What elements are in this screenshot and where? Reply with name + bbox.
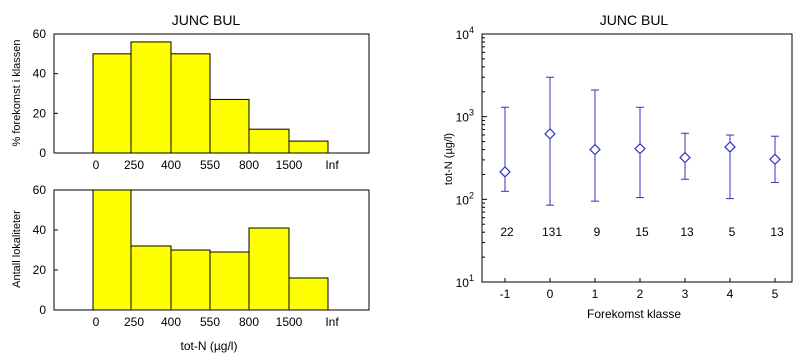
right-plot-y-label: tot-N (µg/l) (443, 133, 455, 185)
bar-400-550 (170, 53, 211, 154)
y-tick-label: 40 (33, 223, 47, 237)
bottom-histogram-axes-box (53, 189, 370, 311)
right-plot-title: JUNC BUL (600, 12, 669, 28)
errorbar-point-4 (724, 134, 736, 200)
diamond-marker (679, 151, 691, 164)
y-tick-label: 60 (33, 183, 47, 197)
bar-1500-Inf (288, 277, 329, 311)
right-plot-x-ticks: -1 0 1 2 3 4 5 (500, 278, 779, 301)
y-tick-label: 103 (456, 108, 474, 125)
bar-250-400 (130, 245, 172, 311)
x-tick-label: 2 (637, 287, 644, 301)
bottom-histogram-y-label: Antall lokaliteter (11, 210, 23, 288)
x-tick-label: 0 (93, 158, 100, 172)
x-tick-label: 3 (682, 287, 689, 301)
errorbar-point-3 (679, 132, 691, 180)
bar-1500-Inf (288, 140, 329, 154)
bar-0-250 (92, 53, 132, 154)
x-tick-label: 400 (161, 315, 181, 329)
y-tick-label: 60 (33, 27, 47, 41)
count-label: 131 (542, 225, 562, 239)
x-tick-label: 1 (592, 287, 599, 301)
y-tick-label: 20 (33, 106, 47, 120)
bar-800-1500 (248, 227, 290, 311)
bottom-histogram-x-label: tot-N (µg/l) (181, 339, 238, 353)
diamond-marker (544, 127, 556, 140)
x-tick-label: 250 (124, 158, 144, 172)
bar-250-400 (130, 41, 172, 154)
top-histogram-bars (92, 41, 329, 154)
errorbar-point-2 (634, 106, 646, 199)
x-tick-label: -1 (500, 287, 511, 301)
count-label: 13 (770, 225, 784, 239)
right-plot-points (499, 76, 781, 206)
top-histogram: JUNC BUL % forekomst i klassen 0 20 40 60 0… (11, 12, 370, 172)
errorbar-point--1 (499, 106, 511, 192)
top-histogram-y-ticks: 0 20 40 60 (33, 27, 58, 160)
y-tick-label: 101 (456, 273, 474, 290)
x-tick-label: 250 (124, 315, 144, 329)
top-histogram-title: JUNC BUL (172, 12, 241, 28)
right-errorbar-plot: JUNC BUL tot-N (µg/l) 101 102 103 104 -1 0 1 2… (443, 12, 793, 321)
x-tick-label: 550 (200, 315, 220, 329)
x-tick-label: 1500 (276, 315, 303, 329)
y-tick-label: 102 (456, 190, 474, 207)
y-tick-label: 0 (39, 146, 46, 160)
count-label: 9 (594, 225, 601, 239)
bar-800-1500 (248, 128, 290, 154)
right-plot-axes-box (481, 33, 793, 283)
x-tick-label: 4 (727, 287, 734, 301)
y-tick-label: 40 (33, 67, 47, 81)
bar-550-800 (209, 251, 250, 311)
x-tick-label: 800 (239, 158, 259, 172)
x-tick-label: 800 (239, 315, 259, 329)
diamond-marker (634, 142, 646, 155)
errorbar-point-0 (544, 76, 556, 206)
count-label: 13 (680, 225, 694, 239)
bottom-histogram-bars (92, 189, 329, 311)
x-tick-label: 0 (547, 287, 554, 301)
bar-0-250 (92, 189, 132, 311)
errorbar-point-5 (769, 135, 781, 183)
y-tick-label: 20 (33, 263, 47, 277)
errorbar-point-1 (589, 89, 601, 202)
diamond-marker (724, 141, 736, 153)
count-label: 15 (635, 225, 649, 239)
diamond-marker (499, 166, 511, 178)
diamond-marker (769, 153, 781, 166)
bar-550-800 (209, 98, 250, 154)
bottom-histogram-x-ticks: 0 250 400 550 800 1500 Inf (93, 315, 340, 329)
bottom-histogram: Antall lokaliteter 0 20 40 60 0 250 400 550 800… (11, 183, 370, 353)
bar-400-550 (170, 249, 211, 311)
y-tick-label: 0 (39, 303, 46, 317)
x-tick-label: 550 (200, 158, 220, 172)
x-tick-label: 1500 (276, 158, 303, 172)
x-tick-label: 400 (161, 158, 181, 172)
x-tick-label: 0 (93, 315, 100, 329)
x-tick-label: 5 (772, 287, 779, 301)
right-plot-x-label: Forekomst klasse (587, 307, 681, 321)
bottom-histogram-y-ticks: 0 20 40 60 (33, 183, 58, 317)
count-label: 5 (729, 225, 736, 239)
right-plot-counts: 22 131 9 15 13 5 13 (500, 225, 784, 239)
right-plot-y-ticks: 101 102 103 104 (456, 25, 487, 290)
top-histogram-axes-box (53, 33, 370, 154)
top-histogram-y-label: % forekomst i klassen (11, 40, 23, 147)
x-tick-label: Inf (325, 158, 339, 172)
top-histogram-x-ticks: 0 250 400 550 800 1500 Inf (93, 158, 340, 172)
x-tick-label: Inf (325, 315, 339, 329)
count-label: 22 (500, 225, 514, 239)
diamond-marker (589, 143, 601, 156)
y-tick-label: 104 (456, 25, 474, 42)
